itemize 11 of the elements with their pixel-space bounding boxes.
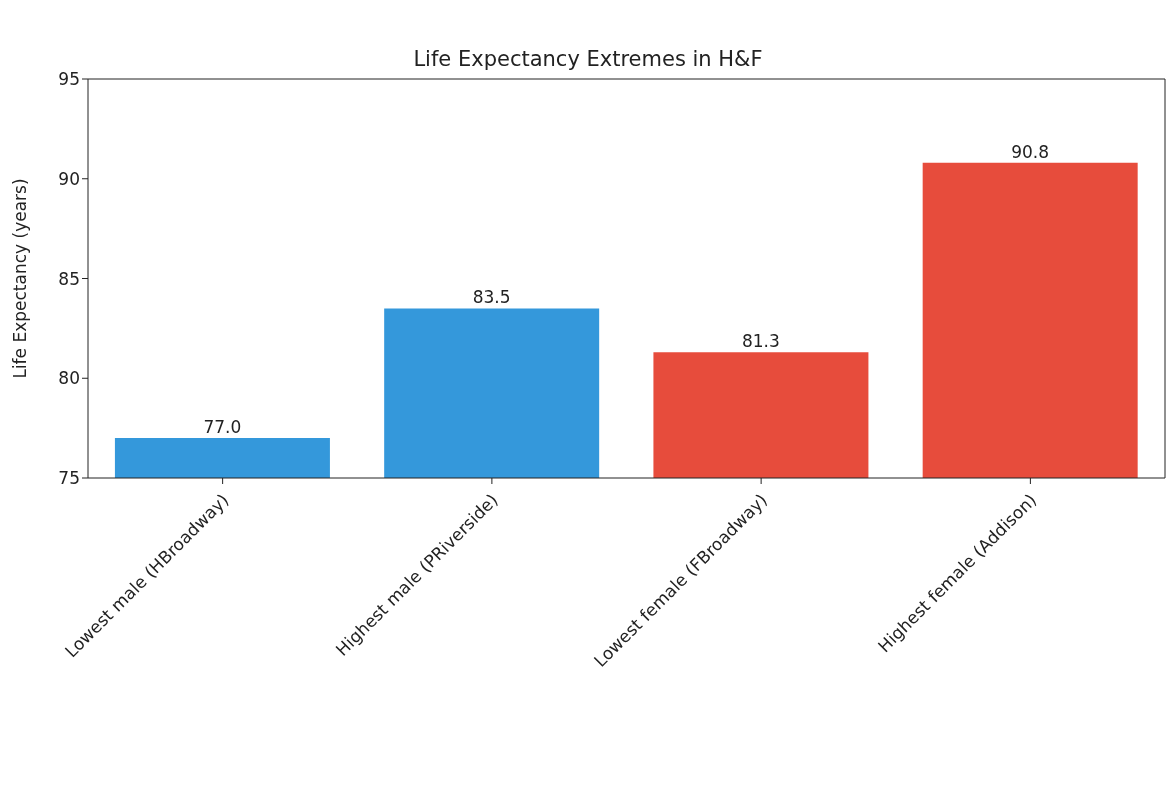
data-label: 90.8	[1011, 141, 1050, 162]
y-tick-label: 95	[58, 69, 80, 90]
y-tick-label: 85	[58, 268, 80, 289]
chart-title: Life Expectancy Extremes in H&F	[413, 47, 763, 71]
data-label: 81.3	[742, 331, 780, 352]
y-tick-label: 80	[58, 368, 80, 389]
y-tick-label: 75	[58, 468, 80, 489]
y-tick-label: 90	[58, 168, 80, 189]
data-label: 83.5	[472, 287, 511, 308]
data-label: 77.0	[203, 417, 242, 438]
y-axis-title: Life Expectancy (years)	[10, 178, 31, 379]
